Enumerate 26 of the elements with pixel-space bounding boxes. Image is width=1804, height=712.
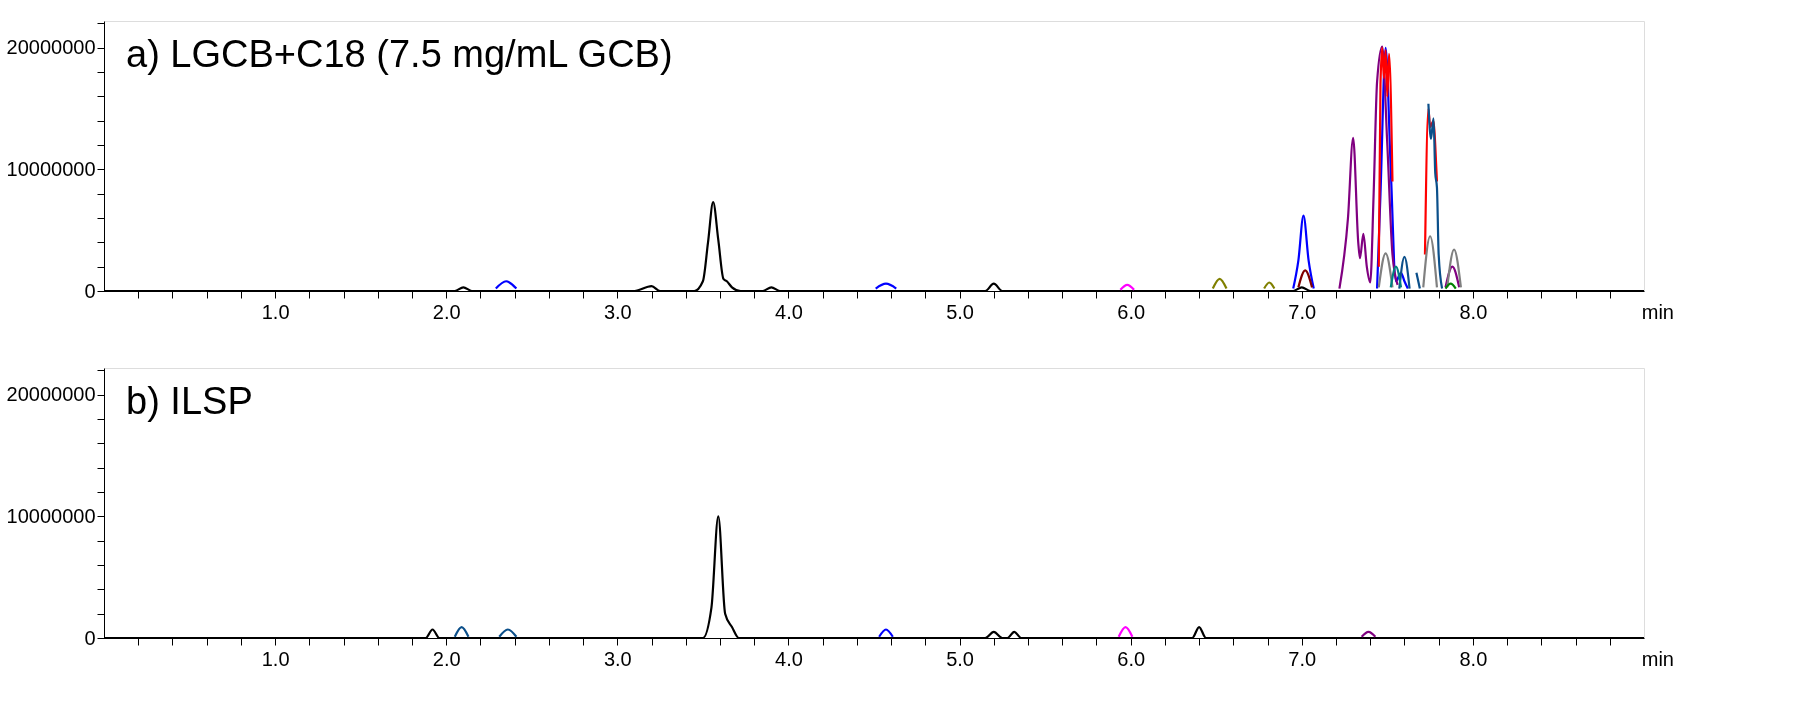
x-tick-label: 3.0 [603, 300, 632, 323]
x-tick-label: 7.0 [1288, 300, 1317, 323]
x-tick-label: 3.0 [603, 647, 632, 670]
chart-title: a) LGCB+C18 (7.5 mg/mL GCB) [126, 33, 673, 75]
x-tick-label: 4.0 [775, 647, 803, 670]
x-tick-label: 4.0 [775, 300, 803, 323]
y-tick-label: 20000000 [6, 36, 96, 59]
y-tick-label: 0 [84, 626, 96, 649]
x-tick-label: 6.0 [1117, 647, 1146, 670]
x-tick-label: 5.0 [946, 647, 974, 670]
x-tick-label: 5.0 [946, 300, 974, 323]
x-tick-label: 6.0 [1117, 300, 1146, 323]
y-tick-label: 10000000 [6, 157, 96, 180]
x-tick-label: 2.0 [432, 647, 461, 670]
x-axis-title: min [1641, 301, 1674, 323]
x-tick-label: 8.0 [1459, 300, 1488, 323]
chart-title: b) ILSP [126, 380, 253, 422]
x-tick-label: 1.0 [261, 300, 290, 323]
x-tick-label: 2.0 [432, 300, 461, 323]
x-tick-label: 7.0 [1288, 647, 1317, 670]
y-tick-label: 0 [84, 279, 96, 302]
x-axis-title: min [1641, 648, 1674, 670]
x-tick-label: 8.0 [1459, 647, 1488, 670]
y-tick-label: 10000000 [6, 504, 96, 527]
y-tick-label: 20000000 [6, 383, 96, 406]
x-tick-label: 1.0 [261, 647, 290, 670]
